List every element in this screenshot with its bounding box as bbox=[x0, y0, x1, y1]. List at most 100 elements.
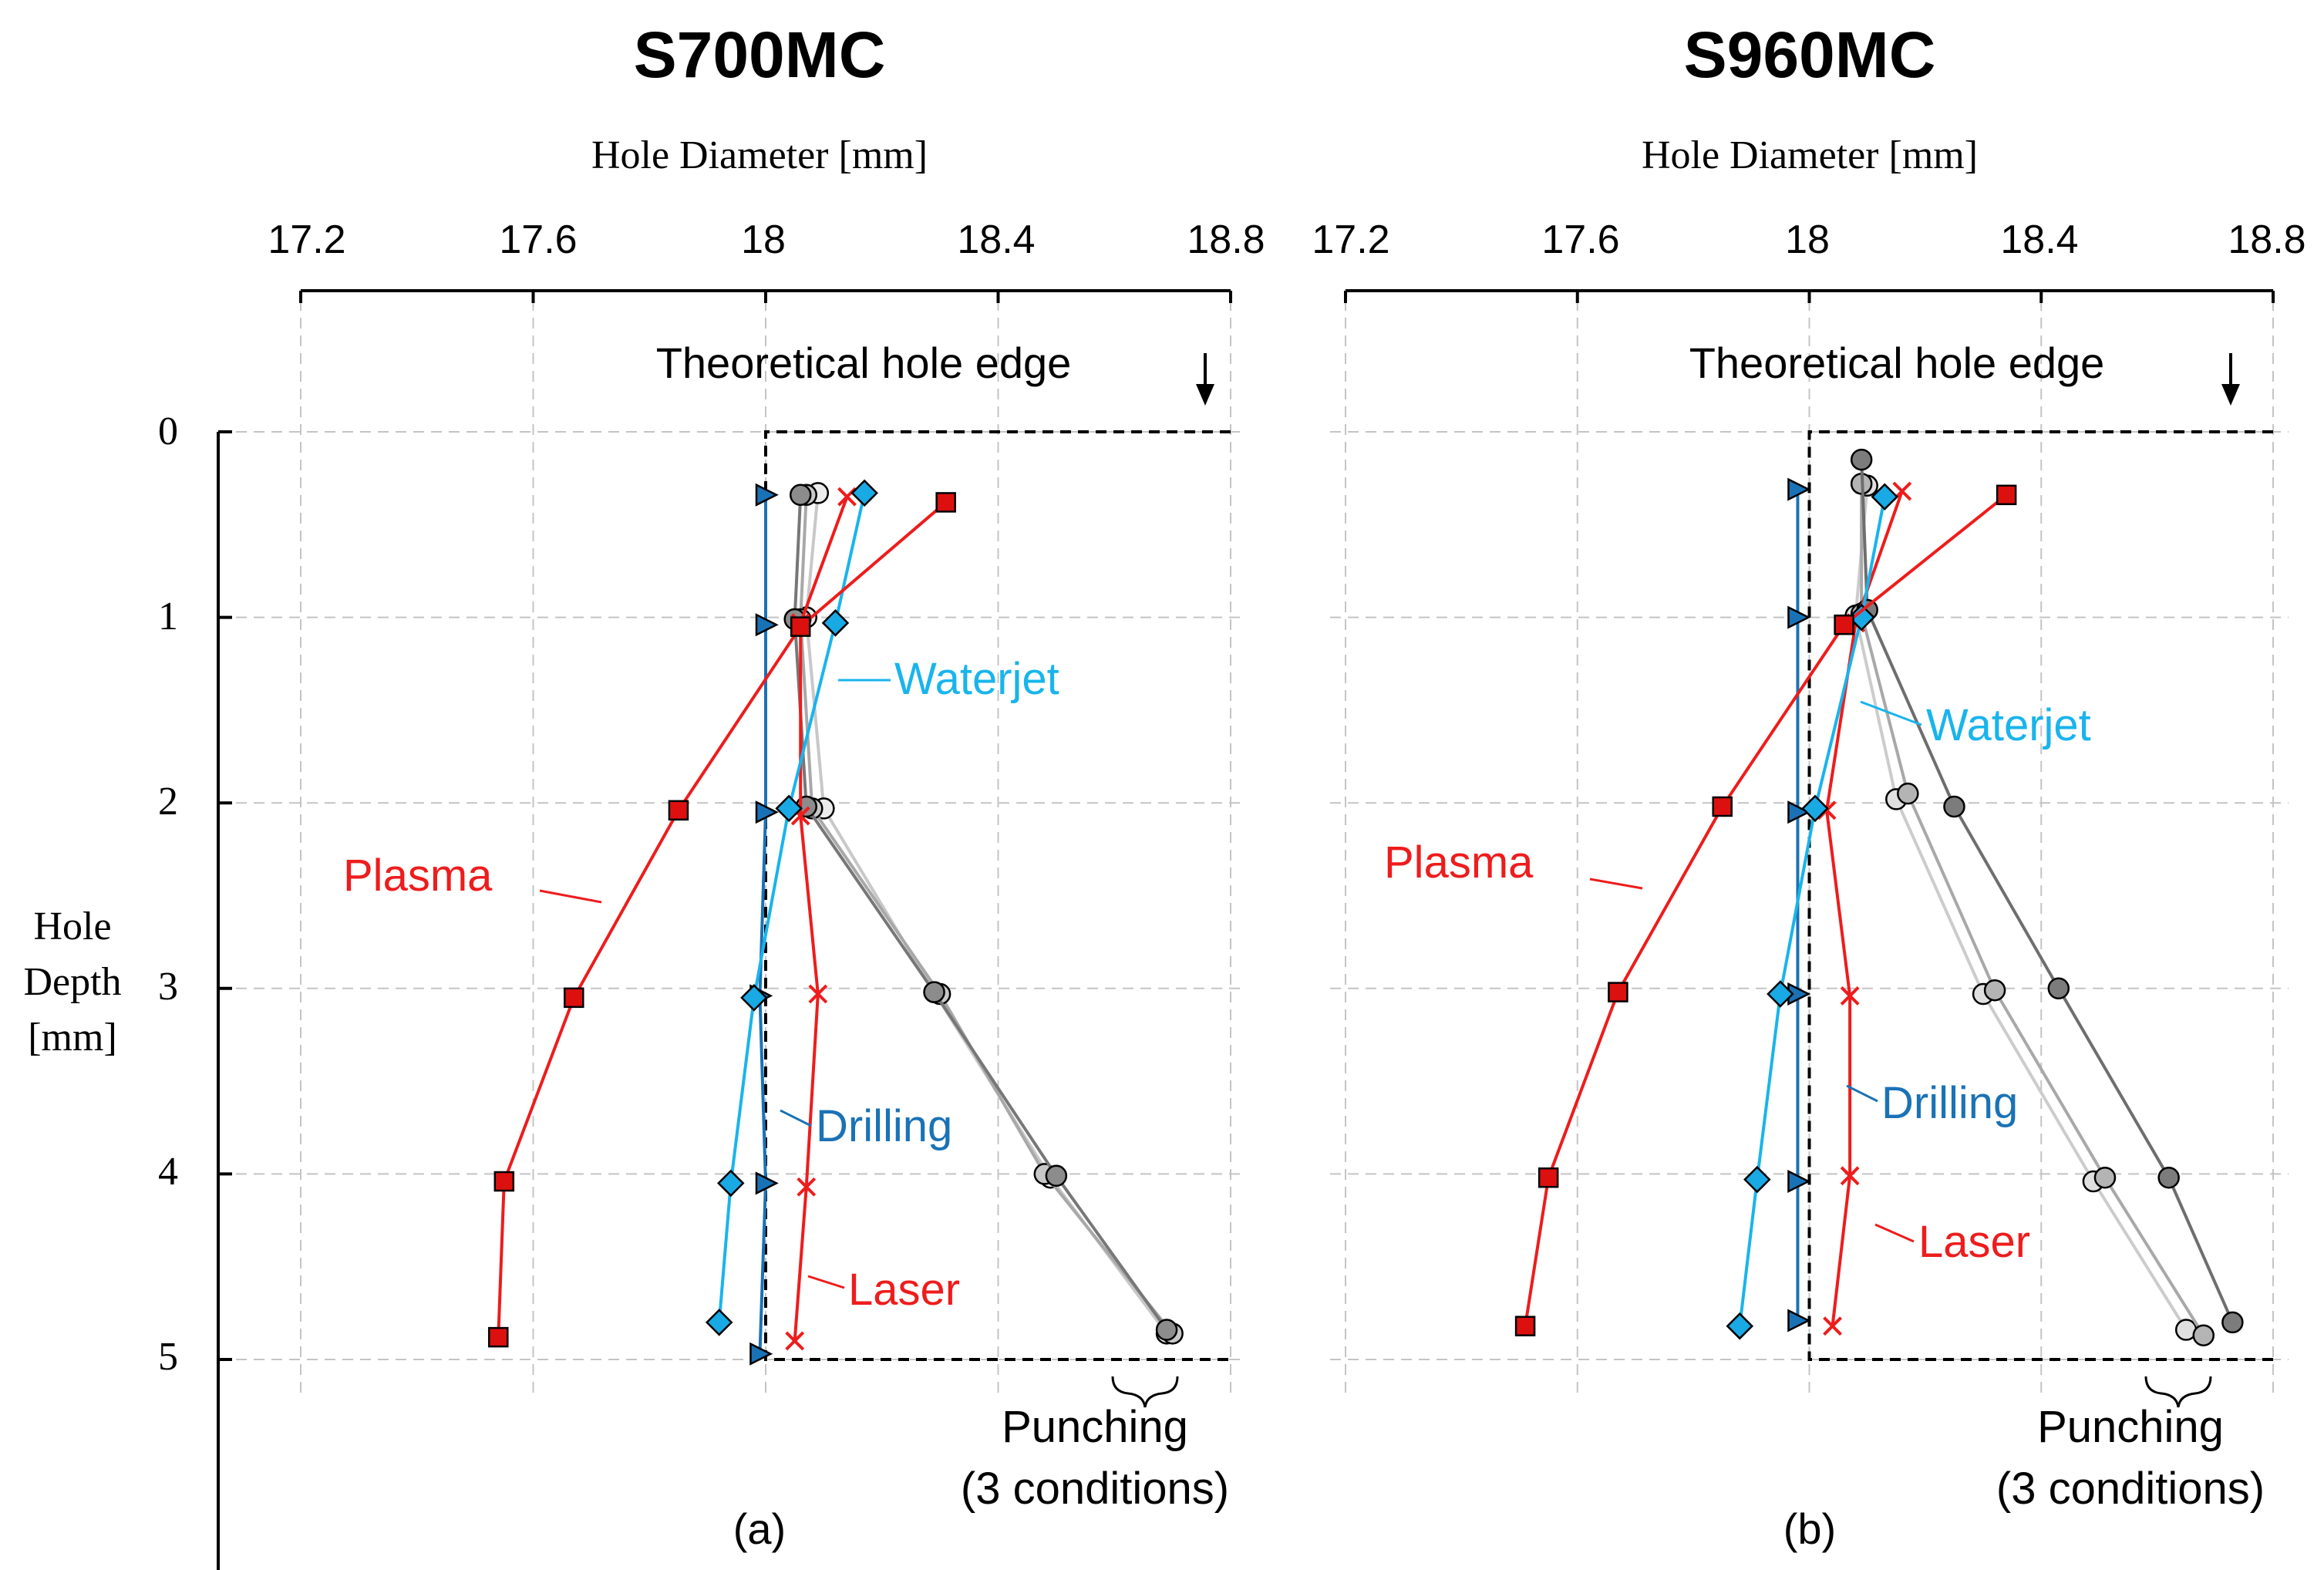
panel-b-punching-condition-3-line bbox=[1854, 485, 2188, 1331]
panel-b-waterjet-marker bbox=[1767, 980, 1794, 1008]
panel-a-y-axis-label-line: Depth bbox=[23, 960, 121, 1004]
panel-a-y-tick-labels: 0 1 2 3 4 5 bbox=[158, 409, 178, 1379]
panel-b-x-tick-label: 18.4 bbox=[2000, 217, 2078, 262]
panel-a-drilling-marker bbox=[755, 613, 779, 637]
panel-b-annotation-laser: Laser bbox=[1918, 1217, 2030, 1267]
panel-b-series-punching-condition-1 bbox=[1850, 448, 2244, 1334]
panel-b-punching-condition-1-marker bbox=[2221, 1311, 2244, 1334]
panel-b-series-plasma bbox=[1514, 484, 2017, 1336]
panel-a-plasma-marker bbox=[488, 1326, 509, 1348]
panel-a-punching-condition-1-marker bbox=[789, 483, 812, 507]
panel-a-annotation-punching: Punching bbox=[1002, 1402, 1188, 1452]
panel-b-waterjet-marker bbox=[1743, 1165, 1771, 1194]
panel-b-drilling-marker bbox=[1787, 800, 1811, 824]
panel-a-drilling-marker bbox=[755, 1171, 779, 1195]
panel-a-annotation-plasma: Plasma bbox=[343, 851, 493, 901]
panel-b-label: (b) bbox=[1783, 1504, 1836, 1553]
panel-a-laser-marker-stroke bbox=[808, 984, 828, 1004]
panel-b-x-axis-label: Hole Diameter [mm] bbox=[1642, 133, 1978, 177]
panel-a-punching-condition-1-marker bbox=[1045, 1164, 1068, 1188]
panel-a-y-tick-label: 4 bbox=[158, 1150, 178, 1194]
panel-b-laser-marker-stroke bbox=[1823, 1316, 1842, 1336]
panel-b-plasma-marker bbox=[1834, 614, 1854, 635]
panel-b-x-tick-label: 17.6 bbox=[1541, 217, 1619, 262]
panel-b-waterjet-marker bbox=[1726, 1312, 1754, 1340]
panel-a-y-tick-label: 1 bbox=[158, 595, 178, 638]
panel-a-series-punching-condition-3 bbox=[795, 482, 1178, 1345]
panel-a-x-tick-label: 17.2 bbox=[268, 217, 345, 262]
panel-b-punching-condition-2-line bbox=[1860, 483, 2205, 1336]
panel-b-down-arrow-icon bbox=[2221, 353, 2240, 406]
panel-b-waterjet-marker bbox=[1847, 603, 1875, 632]
panel-b-laser-marker bbox=[1840, 1166, 1860, 1186]
panel-b-waterjet-leader bbox=[1860, 700, 1922, 726]
panel-b-x-tick-label: 18 bbox=[1785, 217, 1830, 262]
panel-a-drilling-marker bbox=[749, 1342, 773, 1366]
panel-a-laser-marker bbox=[785, 1331, 805, 1351]
panel-b-punching-condition-2-marker bbox=[2192, 1324, 2215, 1346]
panel-a-title: S700MC bbox=[634, 19, 886, 91]
panel-b-punching-condition-2-marker bbox=[1897, 782, 1919, 805]
panel-b-laser-leader bbox=[1874, 1223, 1915, 1243]
panel-b-waterjet-marker bbox=[1871, 483, 1899, 510]
panel-a-punching-brace bbox=[1111, 1376, 1179, 1408]
panel-b-laser-marker-stroke bbox=[1840, 986, 1860, 1006]
panel-a-plasma-marker bbox=[493, 1171, 515, 1192]
panel-a-y-tick-label: 2 bbox=[158, 780, 178, 824]
panel-a-waterjet-marker bbox=[740, 984, 768, 1012]
panel-b-annotation-plasma: Plasma bbox=[1384, 837, 1534, 888]
panel-b-punching-condition-2-marker bbox=[1983, 979, 2006, 1002]
panel-a-waterjet-marker bbox=[775, 794, 803, 823]
panel-a-plasma-line bbox=[497, 500, 947, 1338]
panel-a-theoretical-edge-label: Theoretical hole edge bbox=[656, 339, 1072, 387]
panel-b-series-waterjet bbox=[1726, 483, 1899, 1340]
panel-a-plasma-leader bbox=[539, 889, 602, 904]
panel-a-plasma-marker bbox=[564, 987, 584, 1009]
panel-b-plasma-marker bbox=[1712, 796, 1733, 817]
panel-b-series-punching-condition-3 bbox=[1844, 474, 2198, 1341]
panel-b-theoretical-edge bbox=[1807, 430, 2273, 1361]
panel-b-series-punching-condition-2 bbox=[1850, 473, 2215, 1346]
panel-b-annotation-punching: Punching bbox=[2037, 1402, 2224, 1452]
panel-b-plasma-marker bbox=[1996, 484, 2017, 506]
panel-b-punching-condition-2-marker bbox=[2093, 1166, 2117, 1189]
panel-a-waterjet-marker bbox=[850, 479, 878, 507]
panel-a-laser-marker-stroke bbox=[785, 1331, 805, 1351]
panel-a-drilling-marker bbox=[755, 800, 779, 824]
panel-b-drilling-marker bbox=[1787, 1309, 1811, 1332]
panel-b-annotation-punching-conditions: (3 conditions) bbox=[1996, 1464, 2265, 1514]
panel-a-punching-condition-3-line bbox=[804, 493, 1168, 1335]
panel-b-x-tick-label: 18.8 bbox=[2228, 217, 2305, 262]
panel-a-y-tick-label: 5 bbox=[158, 1335, 178, 1379]
panel-b-laser-marker bbox=[1823, 1316, 1842, 1336]
panel-a-y-tick-label: 3 bbox=[158, 965, 178, 1009]
panel-a-series-waterjet bbox=[705, 479, 878, 1336]
panel-a-laser-marker bbox=[837, 487, 857, 507]
panel-b-punching-brace bbox=[2144, 1376, 2212, 1408]
panel-a: S700MC Hole Diameter [mm] 17.2 17.6 18 1… bbox=[23, 19, 1265, 1553]
panel-b-drilling-leader bbox=[1846, 1084, 1878, 1103]
panel-a-punching-condition-2-line bbox=[799, 494, 1174, 1335]
panel-b-annotation-drilling: Drilling bbox=[1881, 1078, 2018, 1128]
panel-a-x-tick-label: 17.6 bbox=[499, 217, 577, 262]
panel-a-punching-condition-1-marker bbox=[923, 981, 945, 1003]
panel-a-plasma-marker bbox=[935, 492, 956, 513]
panel-a-laser-marker bbox=[808, 984, 828, 1004]
panel-a-laser-line bbox=[793, 496, 849, 1342]
panel-a-x-tick-labels: 17.2 17.6 18 18.4 18.8 bbox=[268, 217, 1265, 262]
panel-b-waterjet-line bbox=[1738, 496, 1887, 1326]
panel-b-x-tick-labels: 17.2 17.6 18 18.4 18.8 bbox=[1312, 217, 2305, 262]
panel-b-punching-condition-1-line bbox=[1860, 460, 2235, 1323]
panel-a-laser-marker-stroke bbox=[837, 487, 857, 507]
panel-a-plasma-marker bbox=[790, 616, 811, 637]
panel-b-plasma-marker bbox=[1608, 982, 1628, 1002]
panel-b-waterjet-marker bbox=[1801, 794, 1829, 823]
panel-a-x-tick-label: 18.4 bbox=[957, 217, 1035, 262]
panel-a-laser-marker-stroke bbox=[790, 806, 810, 826]
panel-b-annotation-waterjet: Waterjet bbox=[1926, 700, 2091, 750]
panel-a-laser-leader bbox=[807, 1275, 845, 1289]
panel-a-plasma-marker bbox=[668, 800, 689, 821]
panel-a-laser-marker bbox=[797, 1177, 817, 1197]
panel-a-punching-condition-1-marker bbox=[1155, 1319, 1178, 1341]
panel-a-annotation-punching-conditions: (3 conditions) bbox=[961, 1464, 1229, 1514]
